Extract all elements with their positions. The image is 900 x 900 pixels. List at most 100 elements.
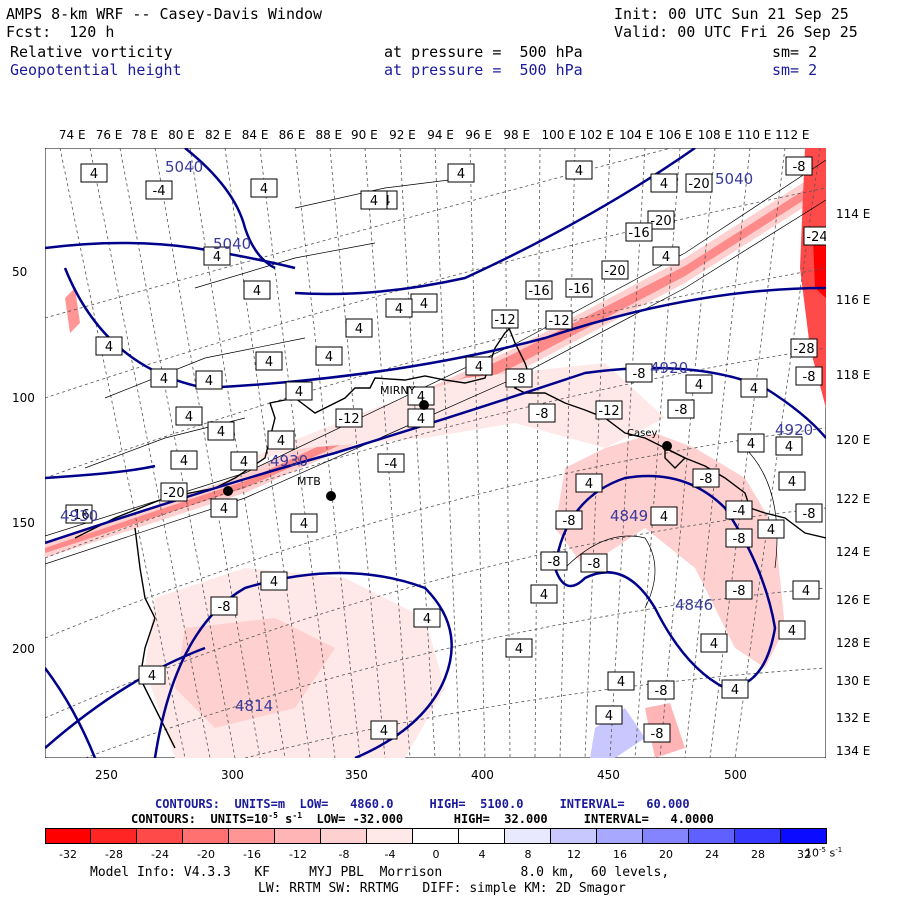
top-lon-label: 112 E — [775, 128, 810, 142]
vorticity-label: 4 — [175, 406, 203, 426]
vorticity-label-text: -8 — [803, 507, 816, 522]
vorticity-label: 4 — [737, 433, 765, 453]
vorticity-label: -4 — [725, 500, 753, 520]
vorticity-label-text: 4 — [265, 355, 273, 370]
colorbar-swatch — [597, 828, 643, 844]
vorticity-label-text: -12 — [548, 314, 569, 329]
colorbar-swatch — [321, 828, 367, 844]
colorbar-tick-label: -4 — [384, 848, 396, 861]
vorticity-label: 4 — [195, 370, 223, 390]
vorticity-label: 4 — [243, 280, 271, 300]
vorticity-label-text: 4 — [148, 669, 156, 684]
height-contour-label: 4930 — [270, 452, 308, 470]
height-contour-label: 4846 — [675, 596, 713, 614]
vorticity-label-text: -8 — [563, 514, 576, 529]
vorticity-label-text: 4 — [260, 182, 268, 197]
bottom-x-label: 400 — [471, 768, 494, 782]
vorticity-label-text: 4 — [660, 177, 668, 192]
colorbar-tick-label: -16 — [243, 848, 261, 861]
vorticity-label: 4 — [505, 638, 533, 658]
colorbar-tick-label: -12 — [289, 848, 307, 861]
vorticity-label-text: 4 — [660, 510, 668, 525]
colorbar-tick-label: 20 — [659, 848, 673, 861]
colorbar-unit: 10-5 s-1 — [805, 846, 842, 860]
vorticity-label-text: 4 — [475, 360, 483, 375]
chart-title: AMPS 8-km WRF -- Casey-Davis Window — [6, 5, 323, 23]
vorticity-label: 4 — [360, 190, 388, 210]
vorticity-label: 4 — [210, 498, 238, 518]
vorticity-label: -16 — [565, 278, 593, 298]
vorticity-label: 4 — [757, 519, 785, 539]
vorticity-label: -12 — [545, 310, 573, 330]
vorticity-label-text: -8 — [655, 684, 668, 699]
vorticity-label-text: 4 — [662, 250, 670, 265]
vorticity-label-text: 4 — [213, 250, 221, 265]
vorticity-label-text: -16 — [568, 282, 589, 297]
vorticity-label-text: 4 — [747, 437, 755, 452]
vorticity-label-text: 4 — [185, 410, 193, 425]
vorticity-label: -12 — [491, 309, 519, 329]
vorticity-label-text: 4 — [370, 194, 378, 209]
vorticity-label: -16 — [625, 222, 653, 242]
colorbar-swatch — [367, 828, 413, 844]
vorticity-label-text: 4 — [785, 440, 793, 455]
vorticity-label-text: -28 — [793, 342, 814, 357]
vorticity-label-text: 4 — [575, 164, 583, 179]
right-lon-label: 126 E — [836, 593, 871, 607]
vorticity-label-text: -8 — [536, 407, 549, 422]
left-y-label: 50 — [12, 265, 28, 279]
vorticity-label: -8 — [555, 510, 583, 530]
vorticity-label-text: 4 — [217, 425, 225, 440]
vorticity-label: -16 — [65, 504, 93, 524]
top-lon-label: 106 E — [658, 128, 693, 142]
right-lon-label: 116 E — [836, 293, 871, 307]
top-lon-label: 90 E — [351, 128, 378, 142]
right-lon-label: 118 E — [836, 368, 871, 382]
vorticity-label: -8 — [528, 403, 556, 423]
vorticity-label: -8 — [795, 366, 823, 386]
vorticity-label: 4 — [345, 318, 373, 338]
vort-info-part1: CONTOURS: UNITS=10 — [131, 812, 269, 826]
field1-level: at pressure = 500 hPa — [384, 43, 583, 61]
colorbar-tick-label: -28 — [105, 848, 123, 861]
top-lon-label: 100 E — [541, 128, 576, 142]
vorticity-label-text: 4 — [515, 642, 523, 657]
vorticity-label: 4 — [565, 160, 593, 180]
vorticity-label-text: 4 — [300, 517, 308, 532]
station-label-casey: Casey — [627, 428, 657, 439]
vorticity-label: 4 — [250, 178, 278, 198]
vorticity-label-text: 4 — [253, 284, 261, 299]
top-lon-label: 88 E — [315, 128, 343, 142]
top-lon-label: 78 E — [131, 128, 158, 142]
field2-level: at pressure = 500 hPa — [384, 61, 583, 79]
init-time: Init: 00 UTC Sun 21 Sep 25 — [614, 5, 849, 23]
height-contour-label: 4814 — [235, 697, 273, 715]
vorticity-label: 4 — [775, 436, 803, 456]
vorticity-label: -8 — [692, 468, 720, 488]
station-label-mirny: MIRNY — [380, 384, 416, 397]
colorbar-swatch — [689, 828, 735, 844]
vorticity-label-text: 4 — [695, 378, 703, 393]
top-lon-label: 94 E — [427, 128, 454, 142]
vorticity-label: -28 — [790, 338, 818, 358]
vorticity-label-text: 4 — [750, 382, 758, 397]
top-lon-label: 82 E — [204, 128, 232, 142]
vorticity-label: 4 — [138, 665, 166, 685]
height-contour-label: 4920 — [775, 421, 813, 439]
mirny-station-marker — [419, 400, 429, 410]
colorbar-swatch — [781, 828, 827, 844]
height-contour-label: 5040 — [165, 158, 203, 176]
vorticity-label-text: -20 — [688, 177, 709, 192]
vorticity-label: -8 — [667, 399, 695, 419]
vorticity-label: -8 — [643, 723, 671, 743]
vorticity-label: -8 — [785, 156, 813, 176]
unit-base: 10 — [805, 846, 819, 860]
unit-tail-exp: -1 — [835, 846, 843, 854]
vorticity-label-text: -8 — [733, 532, 746, 547]
vorticity-label: -12 — [595, 400, 623, 420]
vorticity-label-text: 4 — [277, 434, 285, 449]
left-y-label: 150 — [12, 516, 35, 530]
vorticity-label-text: -20 — [163, 486, 184, 501]
vorticity-label: 4 — [778, 471, 806, 491]
graticule — [45, 148, 826, 758]
